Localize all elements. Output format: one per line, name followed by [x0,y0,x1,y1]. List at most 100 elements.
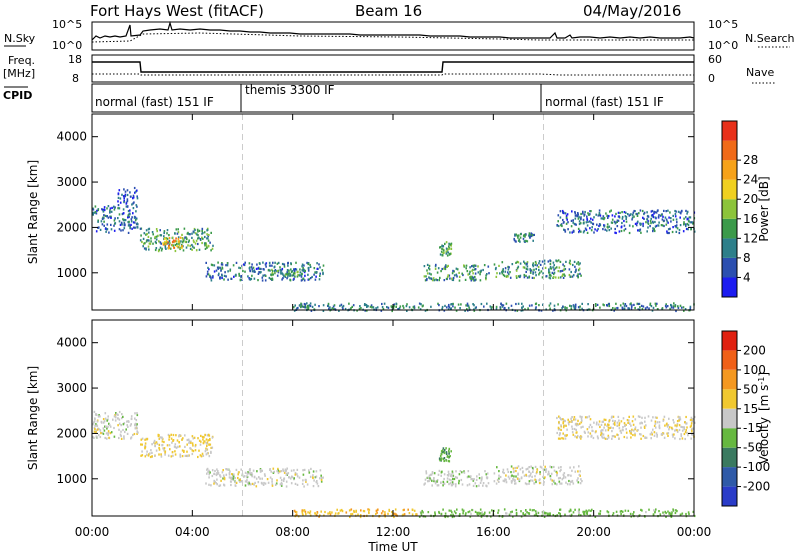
velocity-echo-cell [133,432,136,436]
velocity-echo-cell [210,451,212,454]
velocity-echo-cell [296,473,298,476]
power-echo-cell [207,235,209,238]
velocity-echo-cell [147,454,150,457]
velocity-echo-cell [106,437,108,440]
velocity-echo-cell [391,511,393,514]
velocity-echo-cell [485,484,487,487]
velocity-echo-cell [149,455,152,459]
velocity-echo-cell [576,436,578,439]
velocity-colorbar-frame [721,330,738,507]
velocity-echo-cell [208,473,210,476]
power-echo-cell [428,264,431,267]
velocity-echo-cell [689,425,692,428]
colorbar-tick-label: 50 [743,382,758,396]
velocity-echo-cell [451,471,454,475]
power-echo-cell [136,205,138,208]
power-echo-cell [286,273,289,276]
power-echo-cell [522,305,524,308]
power-echo-cell [583,213,586,216]
power-echo-cell [633,215,635,218]
velocity-echo-cell [190,447,192,450]
velocity-echo-cell [411,513,414,516]
power-echo-cell [418,302,421,305]
velocity-echo-cell [539,471,541,474]
power-echo-cell [632,225,634,228]
power-echo-cell [168,237,171,240]
velocity-echo-cell [570,480,572,483]
velocity-echo-cell [448,478,451,481]
power-echo-cell [221,274,223,277]
velocity-echo-cell [590,509,592,512]
power-echo-cell [393,303,396,306]
velocity-echo-cell [684,421,686,424]
velocity-echo-cell [206,468,208,471]
power-echo-cell [473,304,475,307]
power-echo-cell [268,276,271,280]
power-echo-cell [578,263,580,266]
power-echo-cell [552,261,555,264]
velocity-echo-cell [451,511,453,514]
power-echo-cell [583,214,585,217]
power-echo-cell [472,272,474,275]
velocity-echo-cell [539,478,541,481]
velocity-echo-cell [559,432,561,435]
velocity-echo-cell [594,515,597,518]
power-echo-cell [450,307,452,310]
power-echo-cell [204,242,207,245]
velocity-echo-cell [442,482,445,485]
velocity-echo-cell [467,511,470,514]
station-title: Fort Hays West (fitACF) [90,2,264,20]
velocity-echo-cell [650,437,652,440]
power-echo-cell [251,263,253,266]
velocity-echo-cell [450,484,453,487]
velocity-echo-cell [413,509,416,512]
power-echo-cell [614,231,616,234]
power-echo-cell [562,263,564,266]
power-echo-cell [448,303,450,307]
power-echo-cell [580,212,582,216]
power-echo-cell [578,220,581,223]
power-echo-cell [548,276,551,279]
velocity-echo-cell [691,430,693,433]
power-echo-cell [443,251,445,254]
velocity-echo-cell [279,476,282,479]
power-echo-cell [485,276,487,279]
power-echo-cell [466,304,469,307]
velocity-echo-cell [298,476,301,479]
velocity-echo-cell [505,512,507,515]
velocity-echo-cell [470,478,472,481]
power-echo-cell [198,229,201,232]
power-echo-cell [464,309,466,312]
power-echo-cell [155,228,158,231]
velocity-echo-cell [441,449,444,452]
power-echo-cell [538,260,541,263]
velocity-echo-cell [622,417,625,420]
power-echo-cell [552,276,555,279]
velocity-echo-cell [179,455,182,458]
velocity-echo-cell [481,476,483,479]
velocity-echo-cell [440,474,442,477]
power-echo-cell [544,266,547,269]
velocity-echo-cell [362,509,365,513]
velocity-echo-cell [293,509,296,512]
velocity-echo-cell [134,417,136,420]
velocity-echo-cell [507,470,510,473]
velocity-echo-cell [639,415,641,418]
xtick-label: 16:00 [476,525,511,539]
power-echo-cell [301,263,304,266]
power-echo-cell [99,228,102,231]
power-echo-cell [520,309,523,312]
velocity-echo-cell [599,512,601,515]
power-echo-cell [669,307,671,310]
velocity-echo-cell [460,478,463,482]
velocity-echo-cell [307,511,309,514]
power-echo-cell [447,274,449,277]
velocity-echo-cell [239,478,241,481]
velocity-echo-cell [144,442,147,445]
velocity-echo-cell [309,510,312,513]
velocity-echo-cell [637,429,639,432]
power-echo-cell [195,249,198,252]
velocity-echo-cell [427,476,430,479]
power-echo-cell [128,215,130,219]
colorbar-tick-label: -200 [743,480,770,494]
